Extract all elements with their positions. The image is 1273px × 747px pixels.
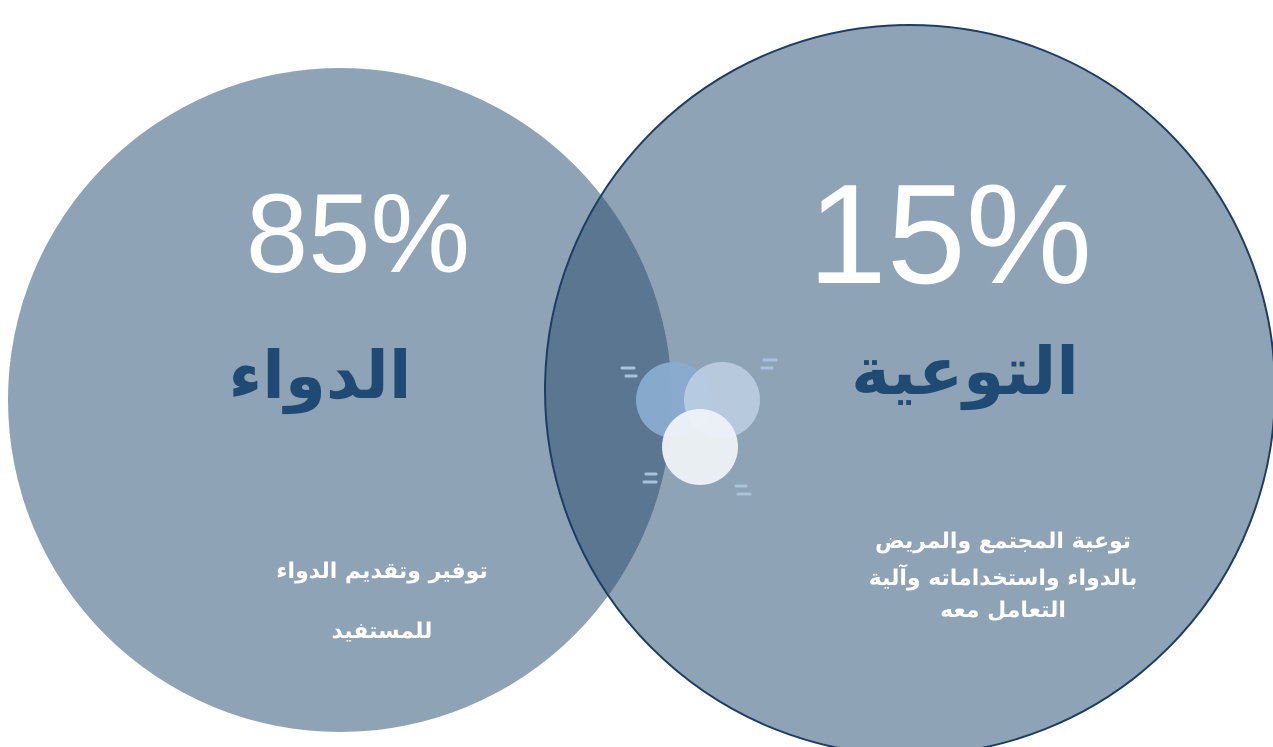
right-description: توعية المجتمع والمريض <box>875 529 1131 554</box>
right-percent: 15% <box>808 155 1092 314</box>
center-icon <box>620 358 778 496</box>
left-description: توفير وتقديم الدواء <box>276 559 487 584</box>
left-circle <box>8 68 672 732</box>
right-description: بالدواء واستخداماته وآلية <box>869 563 1138 591</box>
right-circle <box>545 25 1273 747</box>
left-description: للمستفيد <box>332 619 433 644</box>
right-title: التوعية <box>851 333 1079 411</box>
left-title: الدواء <box>229 337 412 415</box>
left-percent: 85% <box>246 171 470 296</box>
right-circle-border <box>544 24 1273 747</box>
right-description: التعامل معه <box>940 598 1066 623</box>
